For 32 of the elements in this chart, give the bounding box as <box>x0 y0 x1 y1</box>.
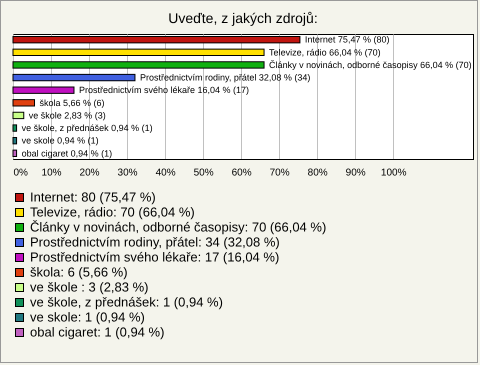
x-tick-label: 30% <box>118 168 138 178</box>
legend-label: Televize, rádio: 70 (66,04 %) <box>30 204 195 220</box>
x-tick-label: 10% <box>42 168 62 178</box>
x-tick-label: 90% <box>346 168 366 178</box>
x-tick-label: 100% <box>380 168 407 178</box>
data-label: ve skole 0,94 % (1) <box>22 136 99 146</box>
x-tick-label: 40% <box>156 168 176 178</box>
legend-label: ve škole, z přednášek: 1 (0,94 %) <box>30 294 223 310</box>
x-tick-label: 50% <box>194 168 214 178</box>
data-label: škola 5,66 % (6) <box>40 98 105 108</box>
legend-label: škola: 6 (5,66 %) <box>30 264 128 280</box>
data-label: Prostřednictvím svého lékaře 16,04 % (17) <box>78 85 250 96</box>
legend-label: Internet: 80 (75,47 %) <box>30 190 156 204</box>
legend-label: Články v novinách, odborné časopisy: 70 (66,04 %) <box>30 220 326 234</box>
legend-label: Prostřednictvím svého lékaře: 17 (16,04 %) <box>30 250 280 264</box>
chart-title: Uveďte, z jakých zdrojů: <box>168 10 318 26</box>
data-label: Články v novinách, odborné časopisy 66,04 % (70) <box>269 60 472 70</box>
data-label: Televize, rádio 66,04 % (70) <box>269 47 381 58</box>
x-tick-label: 0% <box>14 168 28 178</box>
data-label: Internet 75,47 % (80) <box>304 34 390 45</box>
x-tick-label: 70% <box>270 168 290 178</box>
legend-label: Prostřednictvím rodiny, přátel: 34 (32,08 %) <box>30 234 280 250</box>
legend-label: ve škole : 3 (2,83 %) <box>30 280 148 294</box>
legend-label: obal cigaret: 1 (0,94 %) <box>30 324 164 340</box>
data-label: ve škole, z přednášek 0,94 % (1) <box>22 123 153 134</box>
legend-label: ve skole: 1 (0,94 %) <box>30 310 145 324</box>
x-tick-label: 20% <box>80 168 100 178</box>
x-tick-label: 60% <box>232 168 252 178</box>
x-tick-label: 80% <box>308 168 328 178</box>
data-label: Prostřednictvím rodiny, přátel 32,08 % (34) <box>140 72 310 83</box>
data-label: obal cigaret 0,94 % (1) <box>22 148 112 158</box>
data-label: ve škole 2,83 % (3) <box>28 110 106 120</box>
